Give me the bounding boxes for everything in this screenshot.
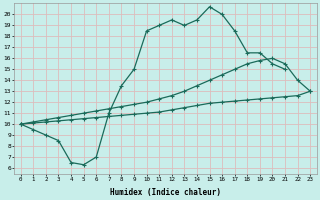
X-axis label: Humidex (Indice chaleur): Humidex (Indice chaleur) — [110, 188, 221, 197]
